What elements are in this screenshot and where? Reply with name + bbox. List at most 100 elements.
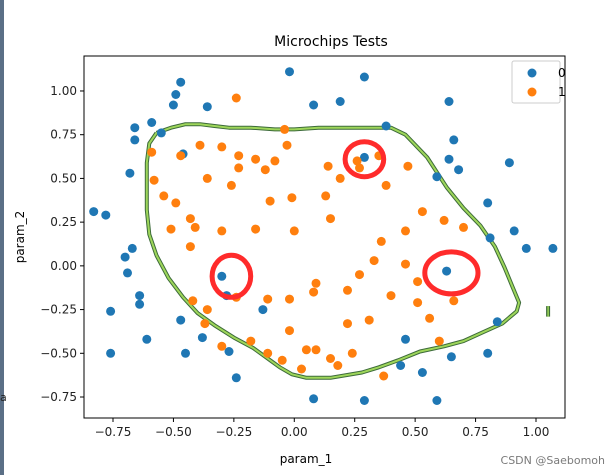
data-point-class-1 xyxy=(195,140,205,150)
x-tick-label: −0.25 xyxy=(215,425,252,439)
data-point-class-0 xyxy=(130,135,140,145)
data-point-class-1 xyxy=(166,224,176,234)
plot-area-frame xyxy=(83,55,566,419)
y-tick-label: 0.50 xyxy=(50,171,77,185)
annotation-layer xyxy=(209,139,481,300)
data-point-class-0 xyxy=(176,77,186,87)
data-point-class-0 xyxy=(359,72,369,82)
data-point-class-1 xyxy=(434,336,444,346)
data-point-class-1 xyxy=(343,319,352,329)
data-point-class-0 xyxy=(381,121,391,131)
data-point-class-1 xyxy=(381,180,391,190)
data-point-class-0 xyxy=(285,67,294,77)
y-tick-label: 0.75 xyxy=(50,128,77,142)
data-point-class-0 xyxy=(101,210,111,220)
data-point-class-1 xyxy=(217,142,227,152)
data-point-class-1 xyxy=(379,371,389,381)
data-point-class-0 xyxy=(125,168,135,178)
data-point-class-1 xyxy=(188,296,198,306)
x-tick-label: 0.75 xyxy=(462,425,489,439)
data-point-class-0 xyxy=(492,317,502,327)
x-tick-label: 1.00 xyxy=(523,425,550,439)
legend-marker-1 xyxy=(527,87,537,97)
y-axis-label: param_2 xyxy=(13,211,27,264)
x-tick-label: 0.25 xyxy=(341,425,368,439)
data-point-class-1 xyxy=(355,270,364,280)
data-point-class-1 xyxy=(265,196,275,206)
chart-legend: 0 1 xyxy=(511,60,566,104)
data-point-class-0 xyxy=(504,158,514,168)
data-point-class-1 xyxy=(323,161,333,171)
y-tick-label: 0.25 xyxy=(50,215,77,229)
data-point-class-0 xyxy=(432,396,442,405)
y-tick-label: −0.50 xyxy=(40,346,77,360)
data-point-class-1 xyxy=(202,173,212,183)
data-point-class-1 xyxy=(347,348,357,358)
data-point-class-1 xyxy=(321,191,331,201)
chart-title: Microchips Tests xyxy=(274,34,388,50)
data-point-class-1 xyxy=(190,222,200,232)
data-point-class-0 xyxy=(401,334,410,344)
y-tick-label: 0.00 xyxy=(50,259,77,273)
data-point-class-0 xyxy=(106,348,116,358)
data-point-class-1 xyxy=(176,151,186,161)
data-point-class-0 xyxy=(509,226,519,236)
data-point-class-0 xyxy=(181,348,190,358)
data-point-class-1 xyxy=(311,278,321,288)
data-point-class-0 xyxy=(89,207,99,217)
data-point-class-0 xyxy=(147,118,157,127)
data-point-class-1 xyxy=(270,156,280,166)
y-axis: 1.00 0.75 0.50 0.25 0.00 −0.25 −0.50 −0.75 xyxy=(40,84,84,404)
data-point-class-1 xyxy=(159,191,169,201)
data-point-class-0 xyxy=(120,252,130,262)
data-point-class-1 xyxy=(401,259,410,269)
data-point-class-0 xyxy=(446,352,456,362)
data-point-class-1 xyxy=(171,198,181,208)
data-point-class-0 xyxy=(202,102,212,112)
data-point-class-0 xyxy=(217,271,227,281)
data-point-class-1 xyxy=(285,294,294,304)
data-point-class-1 xyxy=(251,154,261,164)
data-point-class-1 xyxy=(376,236,386,246)
y-tick-label: 1.00 xyxy=(50,84,77,98)
data-point-class-0 xyxy=(171,90,181,99)
data-point-class-0 xyxy=(130,123,140,133)
data-point-class-0 xyxy=(135,291,145,301)
data-point-class-0 xyxy=(258,305,268,315)
data-point-class-0 xyxy=(127,243,137,253)
data-point-class-0 xyxy=(156,128,166,138)
data-point-class-0 xyxy=(168,100,178,110)
data-point-class-1 xyxy=(234,151,244,161)
data-point-class-0 xyxy=(231,373,241,383)
legend-marker-0 xyxy=(527,68,537,78)
data-point-class-0 xyxy=(417,368,427,377)
data-point-class-0 xyxy=(135,299,145,309)
decision-boundary-layer xyxy=(144,122,551,380)
data-point-class-1 xyxy=(355,163,364,173)
data-point-class-1 xyxy=(413,277,423,287)
stray-text-mark: a xyxy=(0,391,7,404)
data-point-class-1 xyxy=(335,173,345,183)
legend-label-0: 0 xyxy=(558,66,566,80)
data-point-class-1 xyxy=(403,161,413,171)
data-point-class-0 xyxy=(309,100,319,110)
data-point-class-1 xyxy=(149,175,159,185)
data-point-class-1 xyxy=(285,326,294,336)
data-point-class-0 xyxy=(442,266,452,276)
data-point-class-1 xyxy=(260,165,270,175)
data-point-class-1 xyxy=(309,287,319,297)
data-point-class-0 xyxy=(432,172,442,182)
x-axis-label: param_1 xyxy=(280,452,333,466)
data-point-class-1 xyxy=(217,341,227,351)
data-point-class-1 xyxy=(369,256,379,266)
data-point-class-1 xyxy=(263,294,273,304)
data-point-class-1 xyxy=(297,364,306,374)
red-circle-right xyxy=(422,249,481,297)
x-tick-label: 0.50 xyxy=(402,425,429,439)
data-point-class-1 xyxy=(217,226,227,236)
data-point-class-0 xyxy=(335,97,345,106)
legend-box xyxy=(511,60,561,104)
data-point-class-0 xyxy=(176,315,186,325)
data-point-class-1 xyxy=(280,124,290,134)
